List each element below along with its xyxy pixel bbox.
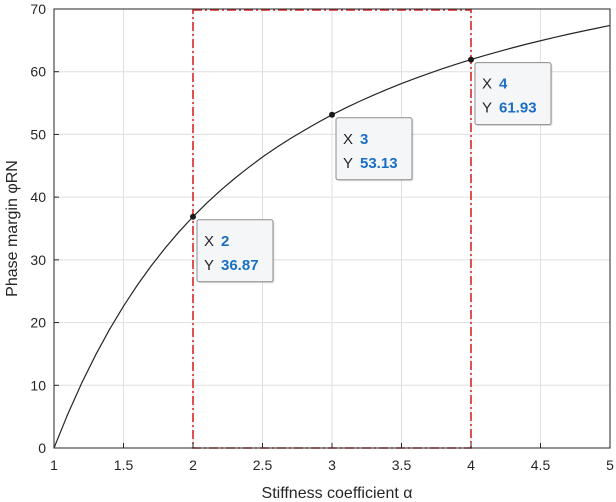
datatip-y-key: Y (482, 100, 492, 117)
marker-group (190, 56, 474, 220)
y-tick-label: 60 (30, 64, 46, 80)
x-tick-label: 1.5 (114, 457, 134, 473)
y-tick-label: 10 (30, 377, 46, 393)
x-tick-label: 2.5 (253, 457, 273, 473)
x-tick-label: 4 (467, 457, 475, 473)
y-tick-label: 50 (30, 126, 46, 142)
y-axis-title: Phase margin φRN (4, 160, 21, 297)
y-tick-label: 30 (30, 252, 46, 268)
y-tick-label: 20 (30, 315, 46, 331)
data-marker[interactable] (329, 111, 335, 118)
datatip-x-key: X (204, 233, 214, 250)
x-axis-title: Stiffness coefficient α (262, 485, 413, 502)
datatip-x-key: X (482, 76, 492, 93)
datatip-y-value: 61.93 (499, 100, 537, 117)
datatip-y-value: 36.87 (221, 257, 259, 274)
datatip-x-key: X (343, 131, 353, 148)
datatip[interactable]: X 2Y 36.87 (196, 219, 275, 284)
x-tick-label: 5 (606, 457, 614, 473)
y-tick-label: 0 (38, 440, 46, 456)
datatip[interactable]: X 4Y 61.93 (474, 62, 553, 127)
data-marker[interactable] (190, 213, 196, 220)
datatip-box (196, 219, 274, 283)
x-tick-label: 4.5 (531, 457, 551, 473)
y-tick-label: 70 (30, 1, 46, 17)
y-tick-labels: 0 10 20 30 40 50 60 70 (30, 1, 59, 456)
datatip-x-value: 4 (499, 76, 508, 93)
x-tick-label: 3 (328, 457, 336, 473)
x-tick-label: 1 (50, 457, 58, 473)
datatip-y-key: Y (343, 155, 353, 172)
y-tick-label: 40 (30, 189, 46, 205)
x-tick-label: 2 (189, 457, 197, 473)
x-tick-labels: 1 1.5 2 2.5 3 3.5 4 4.5 5 (50, 443, 614, 473)
datatip-y-key: Y (204, 257, 214, 274)
datatip-group: X 2Y 36.87X 3Y 53.13X 4Y 61.93 (196, 62, 553, 284)
datatip[interactable]: X 3Y 53.13 (335, 117, 414, 182)
x-tick-label: 3.5 (392, 457, 412, 473)
datatip-box (335, 117, 413, 181)
datatip-x-value: 2 (221, 233, 229, 250)
datatip-y-value: 53.13 (360, 155, 398, 172)
data-marker[interactable] (468, 56, 474, 63)
datatip-x-value: 3 (360, 131, 368, 148)
datatip-box (474, 62, 552, 126)
